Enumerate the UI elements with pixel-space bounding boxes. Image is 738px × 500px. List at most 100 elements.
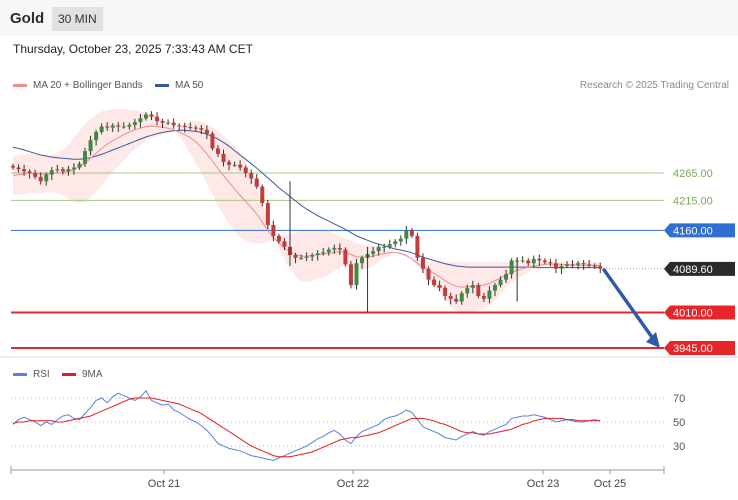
legend-rsi: RSI <box>13 369 50 380</box>
candle-body <box>393 241 398 245</box>
candle-body <box>243 167 248 173</box>
candle-body <box>315 253 320 256</box>
candle-body <box>559 265 564 269</box>
candle-body <box>160 121 165 123</box>
level-tag-3945.00 <box>664 341 735 355</box>
candle-body <box>531 258 536 264</box>
candle-body <box>371 251 376 254</box>
candle-body <box>249 173 254 179</box>
ma20-label: MA 20 + Bollinger Bands <box>33 80 143 91</box>
candle-body <box>565 264 569 266</box>
candle-body <box>387 244 392 247</box>
candle-body <box>11 165 15 168</box>
candle-body <box>520 260 525 262</box>
candle-body <box>254 178 259 187</box>
candle-body <box>376 246 381 252</box>
candle-body <box>188 127 193 129</box>
candle-body <box>33 173 38 177</box>
candle-body <box>49 170 54 175</box>
candle-body <box>166 122 171 124</box>
candle-body <box>432 279 437 286</box>
candle-body <box>83 151 88 164</box>
candle-body <box>210 133 215 149</box>
candle-body <box>71 167 76 170</box>
candle-body <box>282 241 287 247</box>
timeframe-button[interactable]: 30 MIN <box>52 7 103 31</box>
candle-body <box>553 263 558 269</box>
level-label-4265.00: 4265.00 <box>673 168 713 180</box>
candle-body <box>227 162 232 165</box>
bollinger-bands <box>13 109 601 313</box>
candle-body <box>576 263 581 265</box>
header-bar: Gold 30 MIN <box>0 0 738 36</box>
forecast-arrow <box>601 267 660 348</box>
candle-body <box>415 235 420 258</box>
candle-body <box>138 118 143 123</box>
legend-rsi-ma: 9MA <box>62 369 103 380</box>
candle-body <box>155 116 160 122</box>
candle-body <box>326 249 331 253</box>
rsi-pane: 70 50 30 <box>11 389 685 461</box>
candle-body <box>38 176 43 182</box>
candle-body <box>204 129 209 134</box>
candle-body <box>293 255 298 258</box>
candle-body <box>581 263 586 265</box>
price-levels: 4265.00 4215.00 4160.00 4089.60 4010.00 3945.… <box>11 168 735 355</box>
rsi-ma-label: 9MA <box>82 369 103 380</box>
x-tick-label: Oct 21 <box>148 478 180 490</box>
candle-body <box>66 169 71 172</box>
instrument-title: Gold <box>10 10 45 27</box>
candle-body <box>398 238 403 242</box>
candle-body <box>548 262 553 264</box>
candle-body <box>360 257 365 264</box>
candle-body <box>221 153 226 163</box>
level-label-4215.00: 4215.00 <box>673 195 713 207</box>
candle-body <box>509 260 514 275</box>
forecast-arrow-head <box>646 332 660 348</box>
candle-body <box>105 126 110 128</box>
level-label-4010.00: 4010.00 <box>673 307 713 319</box>
candle-body <box>337 247 342 250</box>
rsi-line <box>12 389 601 461</box>
candle-body <box>199 128 204 130</box>
candle-body <box>448 296 453 299</box>
ma50-swatch <box>155 84 169 87</box>
candle-body <box>332 247 337 250</box>
candle-body <box>354 263 359 286</box>
rsi-tick-label: 70 <box>673 393 685 405</box>
candle-body <box>260 186 265 204</box>
x-tick-label: Oct 25 <box>594 478 626 490</box>
candle-body <box>470 285 475 288</box>
candle-body <box>22 169 27 172</box>
candle-body <box>149 114 154 117</box>
candle-body <box>16 167 21 170</box>
candle-body <box>110 125 115 128</box>
candle-body <box>193 127 198 129</box>
candle-body <box>299 257 304 259</box>
candle-body <box>487 290 492 299</box>
candle-body <box>598 265 603 269</box>
candle-body <box>492 285 497 291</box>
ma20-swatch <box>13 84 27 87</box>
candle-body <box>587 264 592 266</box>
candle-body <box>60 169 65 172</box>
candle-body <box>542 260 547 263</box>
candle-body <box>537 258 542 261</box>
candle-body <box>454 298 459 302</box>
candle-body <box>348 264 353 286</box>
level-label-4089.60: 4089.60 <box>673 264 713 276</box>
candle-body <box>498 279 503 286</box>
candle-body <box>215 148 220 154</box>
rsi-label: RSI <box>33 369 50 380</box>
x-tick-label: Oct 22 <box>337 478 369 490</box>
candle-body <box>132 122 137 125</box>
candle-body <box>304 256 309 258</box>
candle-body <box>476 285 481 297</box>
level-tag-4089.60 <box>664 261 735 276</box>
candles <box>11 111 603 313</box>
candle-body <box>232 164 237 166</box>
candle-body <box>526 260 531 264</box>
candle-body <box>404 230 409 239</box>
candle-body <box>182 125 187 128</box>
